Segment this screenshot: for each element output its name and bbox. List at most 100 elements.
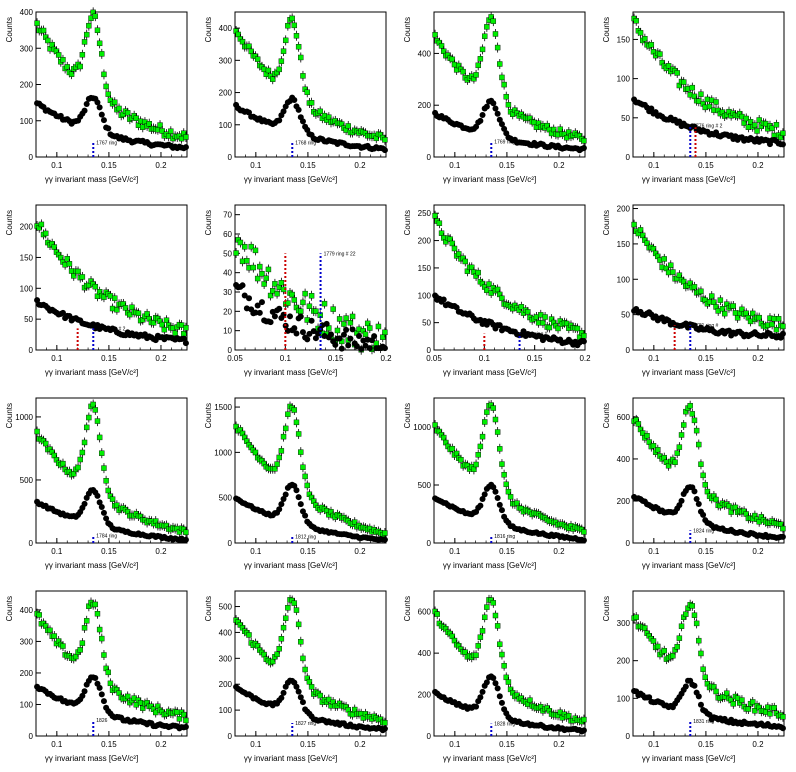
y-tick-label: 0 [228, 732, 233, 741]
signal-point [657, 51, 663, 57]
signal-point [717, 297, 724, 303]
background-point [258, 299, 265, 306]
signal-point [711, 684, 717, 690]
signal-point [77, 647, 83, 653]
signal-point [261, 281, 267, 287]
x-tick-label: 0.2 [579, 354, 591, 363]
background-point [779, 533, 786, 540]
y-tick-label: 70 [223, 211, 232, 220]
signal-point [293, 33, 300, 39]
signal-point [298, 308, 304, 314]
plot-frame [632, 590, 785, 737]
y-tick-label: 400 [418, 649, 432, 658]
x-tick-label: 0.15 [300, 161, 316, 170]
signal-point [702, 482, 708, 488]
signal-point [254, 275, 261, 282]
signal-point [382, 329, 388, 336]
background-point [308, 317, 315, 324]
signal-point [308, 293, 315, 299]
y-axis-label: Counts [5, 210, 14, 235]
signal-point [263, 275, 269, 281]
background-point [182, 536, 189, 543]
signal-point [83, 618, 90, 624]
x-tick-label: 0.2 [354, 161, 366, 170]
y-axis-label: Counts [204, 596, 213, 621]
background-point [280, 108, 287, 115]
x-tick-label: 0.15 [101, 740, 117, 749]
signal-point [691, 612, 698, 618]
signal-point [40, 27, 47, 34]
signal-point [300, 655, 306, 662]
signal-point [116, 105, 122, 112]
y-tick-label: 0 [29, 346, 34, 355]
signal-point [691, 284, 698, 290]
signal-point [711, 299, 717, 305]
background-point [278, 694, 285, 701]
signal-point [60, 460, 66, 467]
y-tick-label: 250 [418, 209, 432, 218]
x-tick-label: 0.15 [698, 740, 714, 749]
peak-annotation: 1776 ring # 2 [693, 124, 722, 130]
signal-point [477, 443, 484, 450]
signal-point [505, 679, 512, 685]
background-point [580, 338, 587, 345]
x-tick-label: 0.2 [752, 161, 764, 170]
x-tick-label: 0.1 [250, 740, 262, 749]
signal-point [490, 18, 497, 24]
chart-panel-2: 0.1 0.15 0.2 0 100 200 300 400 γγ invariant mass… [204, 11, 388, 184]
signal-point [473, 461, 479, 468]
background-point [371, 333, 378, 340]
y-tick-label: 500 [20, 476, 34, 485]
plot-frame [433, 590, 586, 737]
y-tick-label: 400 [20, 606, 34, 615]
y-tick-label: 100 [617, 694, 631, 703]
signal-point [477, 56, 484, 62]
background-point [293, 487, 300, 494]
signal-point [34, 428, 40, 435]
x-tick-label: 0.15 [499, 547, 515, 556]
signal-point [144, 311, 150, 317]
signal-point [775, 316, 782, 322]
signal-point [291, 600, 298, 606]
signal-point [321, 300, 328, 307]
background-point [100, 509, 107, 516]
signal-point [752, 122, 758, 128]
signal-point [709, 293, 715, 299]
y-axis-label: Counts [403, 403, 412, 428]
background-point [520, 328, 527, 335]
signal-point [291, 407, 298, 413]
signal-point [750, 699, 756, 705]
x-tick-label: 0.2 [553, 161, 565, 170]
signal-point [670, 653, 676, 659]
x-tick-label: 0.15 [101, 354, 117, 363]
chart-panel-9: 0.1 0.15 0.2 0 500 1000 γγ invariant mass [GeV… [5, 397, 189, 570]
signal-point [691, 417, 698, 424]
x-tick-label: 0.15 [499, 740, 515, 749]
y-tick-label: 600 [617, 413, 631, 422]
signal-point [146, 121, 152, 127]
y-tick-label: 0 [427, 153, 432, 162]
signal-point [574, 325, 581, 332]
signal-point [103, 478, 109, 484]
signal-point [780, 714, 786, 720]
background-point [83, 100, 90, 107]
peak-annotation: 1827 ring [295, 721, 316, 727]
signal-point [704, 488, 711, 495]
signal-point [103, 83, 109, 90]
signal-point [49, 41, 55, 48]
background-point [779, 725, 786, 732]
signal-point [665, 63, 672, 69]
signal-point [739, 697, 745, 703]
signal-point [81, 39, 88, 45]
background-point [440, 296, 447, 303]
signal-point [635, 421, 642, 427]
signal-point [265, 67, 272, 74]
signal-point [172, 330, 178, 336]
background-point [691, 488, 698, 495]
signal-point [157, 122, 163, 128]
x-tick-label: 0.1 [648, 354, 660, 363]
signal-point [272, 281, 278, 287]
signal-point [34, 20, 40, 26]
signal-point [280, 624, 287, 631]
signal-point [581, 137, 587, 144]
